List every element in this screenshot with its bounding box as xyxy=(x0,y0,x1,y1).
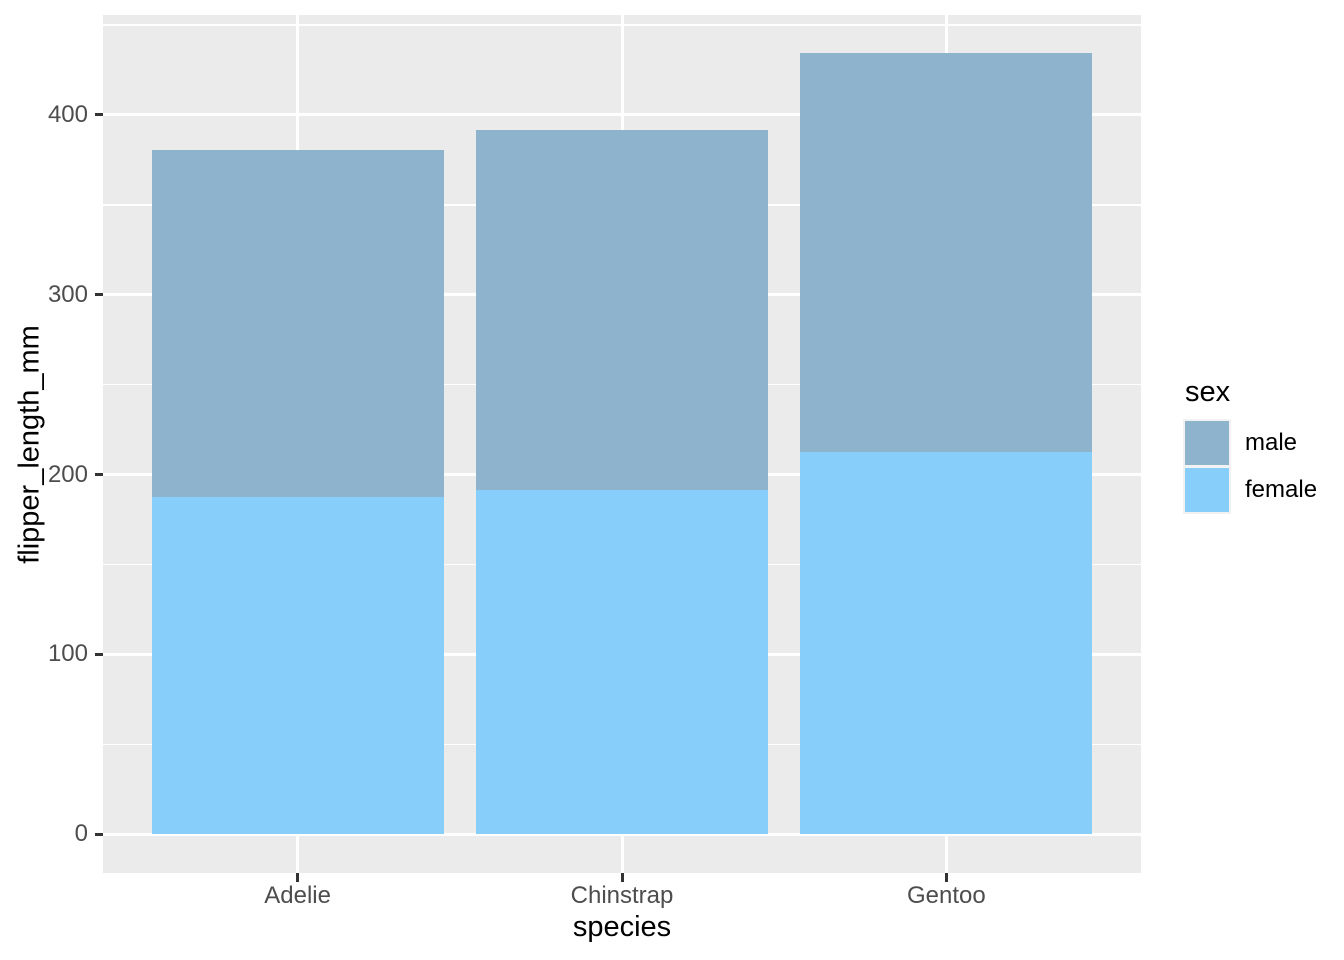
legend-label-female: female xyxy=(1245,476,1318,503)
x-axis-title: species xyxy=(572,911,672,943)
x-tick-mark xyxy=(296,873,300,882)
bar-segment-female-chinstrap xyxy=(476,489,768,835)
y-tick-label: 400 xyxy=(47,100,88,128)
y-tick-mark xyxy=(95,113,103,117)
bar-segment-male-adelie xyxy=(151,150,444,497)
legend-key-male xyxy=(1185,421,1229,465)
legend-label-male: male xyxy=(1245,429,1298,456)
bar-segment-female-adelie xyxy=(151,496,444,835)
plot-panel xyxy=(103,15,1141,873)
y-tick-mark xyxy=(95,473,103,477)
y-tick-mark xyxy=(95,293,103,297)
bar-segment-male-gentoo xyxy=(800,53,1093,452)
bar-segment-female-gentoo xyxy=(800,451,1093,835)
y-tick-label: 0 xyxy=(74,820,88,848)
y-tick-mark xyxy=(95,832,103,836)
legend-title: sex xyxy=(1185,376,1231,408)
bar-segment-male-chinstrap xyxy=(476,129,768,490)
x-tick-label: Adelie xyxy=(264,882,331,909)
y-tick-label: 300 xyxy=(47,280,88,308)
x-tick-mark xyxy=(944,873,948,882)
y-axis-title: flipper_length_mm xyxy=(13,325,46,564)
y-tick-label: 200 xyxy=(47,460,88,488)
x-tick-mark xyxy=(620,873,624,882)
x-tick-label: Gentoo xyxy=(907,882,986,909)
legend-key-female xyxy=(1185,468,1229,512)
y-tick-mark xyxy=(95,652,103,656)
y-tick-label: 100 xyxy=(47,640,88,668)
x-tick-label: Chinstrap xyxy=(570,882,674,909)
